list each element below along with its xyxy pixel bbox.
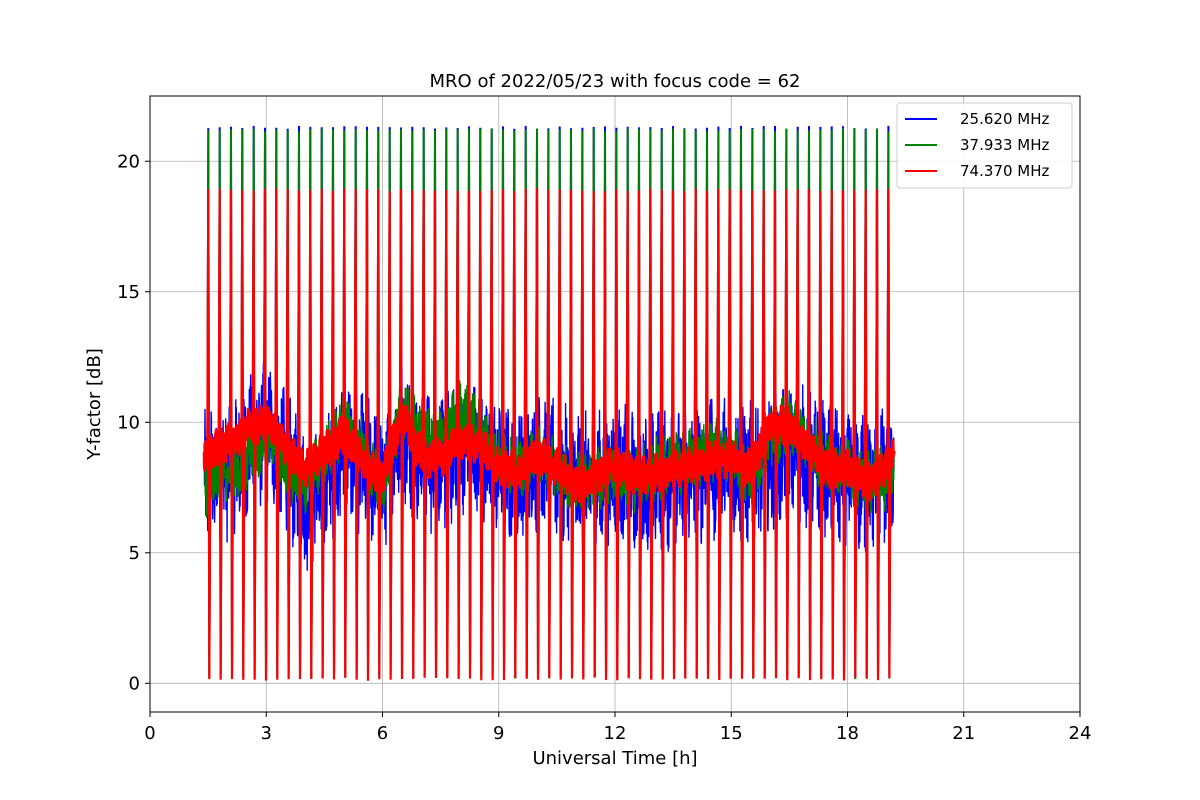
x-tick-label: 9: [493, 723, 504, 744]
x-tick-label: 15: [720, 723, 743, 744]
x-tick-label: 24: [1069, 723, 1092, 744]
x-tick-label: 6: [377, 723, 388, 744]
series-layer: [202, 125, 896, 681]
legend-box: [896, 102, 1073, 189]
x-axis: 0 3 6 9 12 15 18 21 24: [144, 712, 1091, 744]
x-axis-label: Universal Time [h]: [532, 748, 697, 769]
plot-area: [202, 125, 896, 681]
y-tick-label: 5: [129, 543, 140, 564]
calibration-spikes: [206, 188, 892, 681]
series-74-370-mhz: [202, 188, 896, 681]
x-tick-label: 0: [144, 723, 155, 744]
y-tick-label: 15: [117, 282, 140, 303]
y-axis: 0 5 10 15 20: [117, 151, 150, 694]
x-tick-label: 21: [952, 723, 975, 744]
y-tick-label: 20: [117, 151, 140, 172]
legend-label: 74.370 MHz: [960, 162, 1049, 180]
x-tick-label: 3: [261, 723, 272, 744]
x-tick-label: 12: [604, 723, 627, 744]
y-tick-label: 10: [117, 412, 140, 433]
y-tick-label: 0: [129, 673, 140, 694]
y-axis-label: Y-factor [dB]: [84, 348, 105, 461]
legend-label: 37.933 MHz: [960, 136, 1049, 154]
chart-title: MRO of 2022/05/23 with focus code = 62: [430, 71, 801, 92]
legend: 25.620 MHz 37.933 MHz 74.370 MHz: [896, 102, 1073, 189]
legend-label: 25.620 MHz: [960, 110, 1049, 128]
x-tick-label: 18: [836, 723, 859, 744]
legend-entries: 25.620 MHz 37.933 MHz 74.370 MHz: [905, 110, 1049, 180]
